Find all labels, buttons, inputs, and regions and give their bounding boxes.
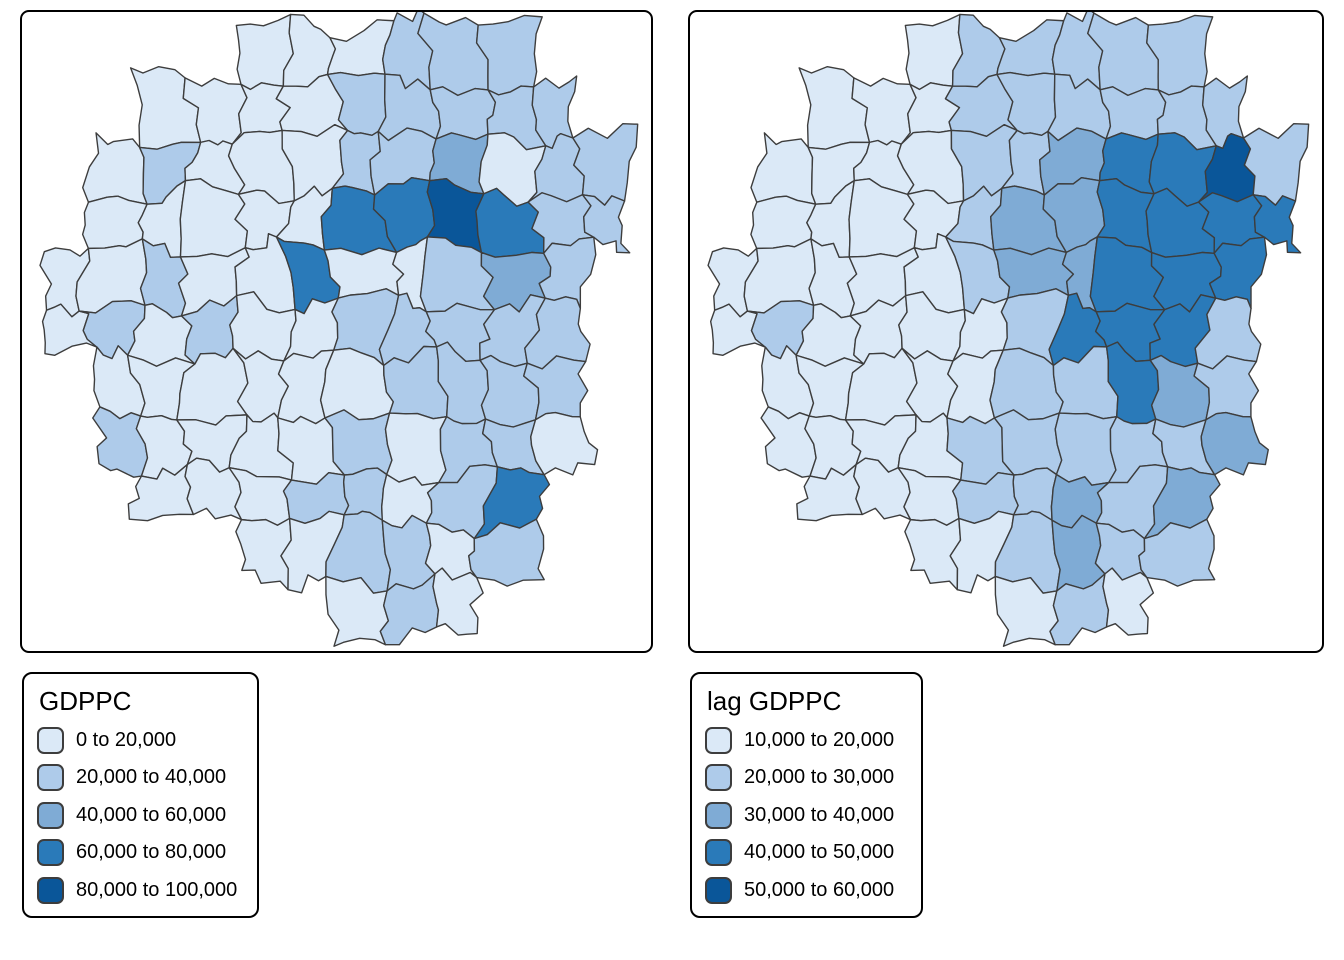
legend-swatch	[705, 726, 732, 754]
county-region	[1242, 123, 1310, 206]
legend-item: 40,000 to 50,000	[705, 838, 907, 867]
county-region	[1252, 194, 1302, 254]
legend-label: 20,000 to 40,000	[76, 766, 227, 789]
legend-swatch	[37, 726, 64, 754]
county-region	[581, 194, 631, 254]
legend-label: 40,000 to 50,000	[744, 841, 895, 864]
legend-gdppc: GDPPC 0 to 20,000 20,000 to 40,000 40,00…	[22, 672, 259, 918]
map-panel-lag-gdppc	[688, 10, 1324, 653]
county-region	[1200, 411, 1269, 476]
county-region	[1138, 518, 1216, 587]
legend-label: 20,000 to 30,000	[744, 766, 895, 789]
legend-swatch	[705, 839, 732, 867]
county-region	[129, 65, 202, 150]
legend-label: 0 to 20,000	[76, 728, 177, 751]
legend-item: 10,000 to 20,000	[705, 726, 907, 755]
legend-item: 20,000 to 40,000	[37, 763, 243, 792]
legend-title: lag GDPPC	[707, 686, 842, 716]
legend-item: 0 to 20,000	[37, 726, 243, 755]
legend-item: 60,000 to 80,000	[37, 838, 243, 867]
legend-swatch	[37, 801, 64, 829]
county-region	[572, 123, 639, 206]
county-region	[432, 567, 484, 636]
legend-label: 40,000 to 60,000	[76, 803, 227, 826]
county-region	[1054, 412, 1118, 486]
county-region	[1102, 567, 1155, 636]
county-region	[82, 132, 148, 205]
legend-label: 30,000 to 40,000	[744, 803, 895, 826]
county-region	[798, 65, 871, 150]
map-panel-gdppc	[20, 10, 653, 653]
legend-swatch	[705, 764, 732, 792]
choropleth-map-lag-gdppc	[707, 12, 1310, 647]
legend-item: 20,000 to 30,000	[705, 763, 907, 792]
legend-swatch	[37, 764, 64, 792]
legend-item: 40,000 to 60,000	[37, 801, 243, 830]
legend-label: 50,000 to 60,000	[744, 878, 895, 901]
legend-label: 80,000 to 100,000	[76, 878, 238, 901]
choropleth-map-gdppc	[39, 12, 639, 647]
legend-swatch	[705, 876, 732, 904]
legend-swatch	[37, 876, 64, 904]
county-region	[530, 411, 599, 476]
legend-swatch	[37, 839, 64, 867]
county-region	[429, 86, 497, 141]
legend-item: 30,000 to 40,000	[705, 801, 907, 830]
legend-item: 80,000 to 100,000	[37, 876, 243, 905]
legend-label: 60,000 to 80,000	[76, 841, 227, 864]
legend-label: 10,000 to 20,000	[744, 728, 895, 751]
legend-lag-gdppc: lag GDPPC 10,000 to 20,000 20,000 to 30,…	[690, 672, 923, 918]
county-region	[384, 412, 448, 486]
legend-title: GDPPC	[39, 686, 132, 716]
legend-item: 50,000 to 60,000	[705, 876, 907, 905]
county-region	[468, 518, 545, 587]
legend-swatch	[705, 801, 732, 829]
county-region	[1099, 86, 1167, 141]
county-region	[750, 132, 817, 205]
